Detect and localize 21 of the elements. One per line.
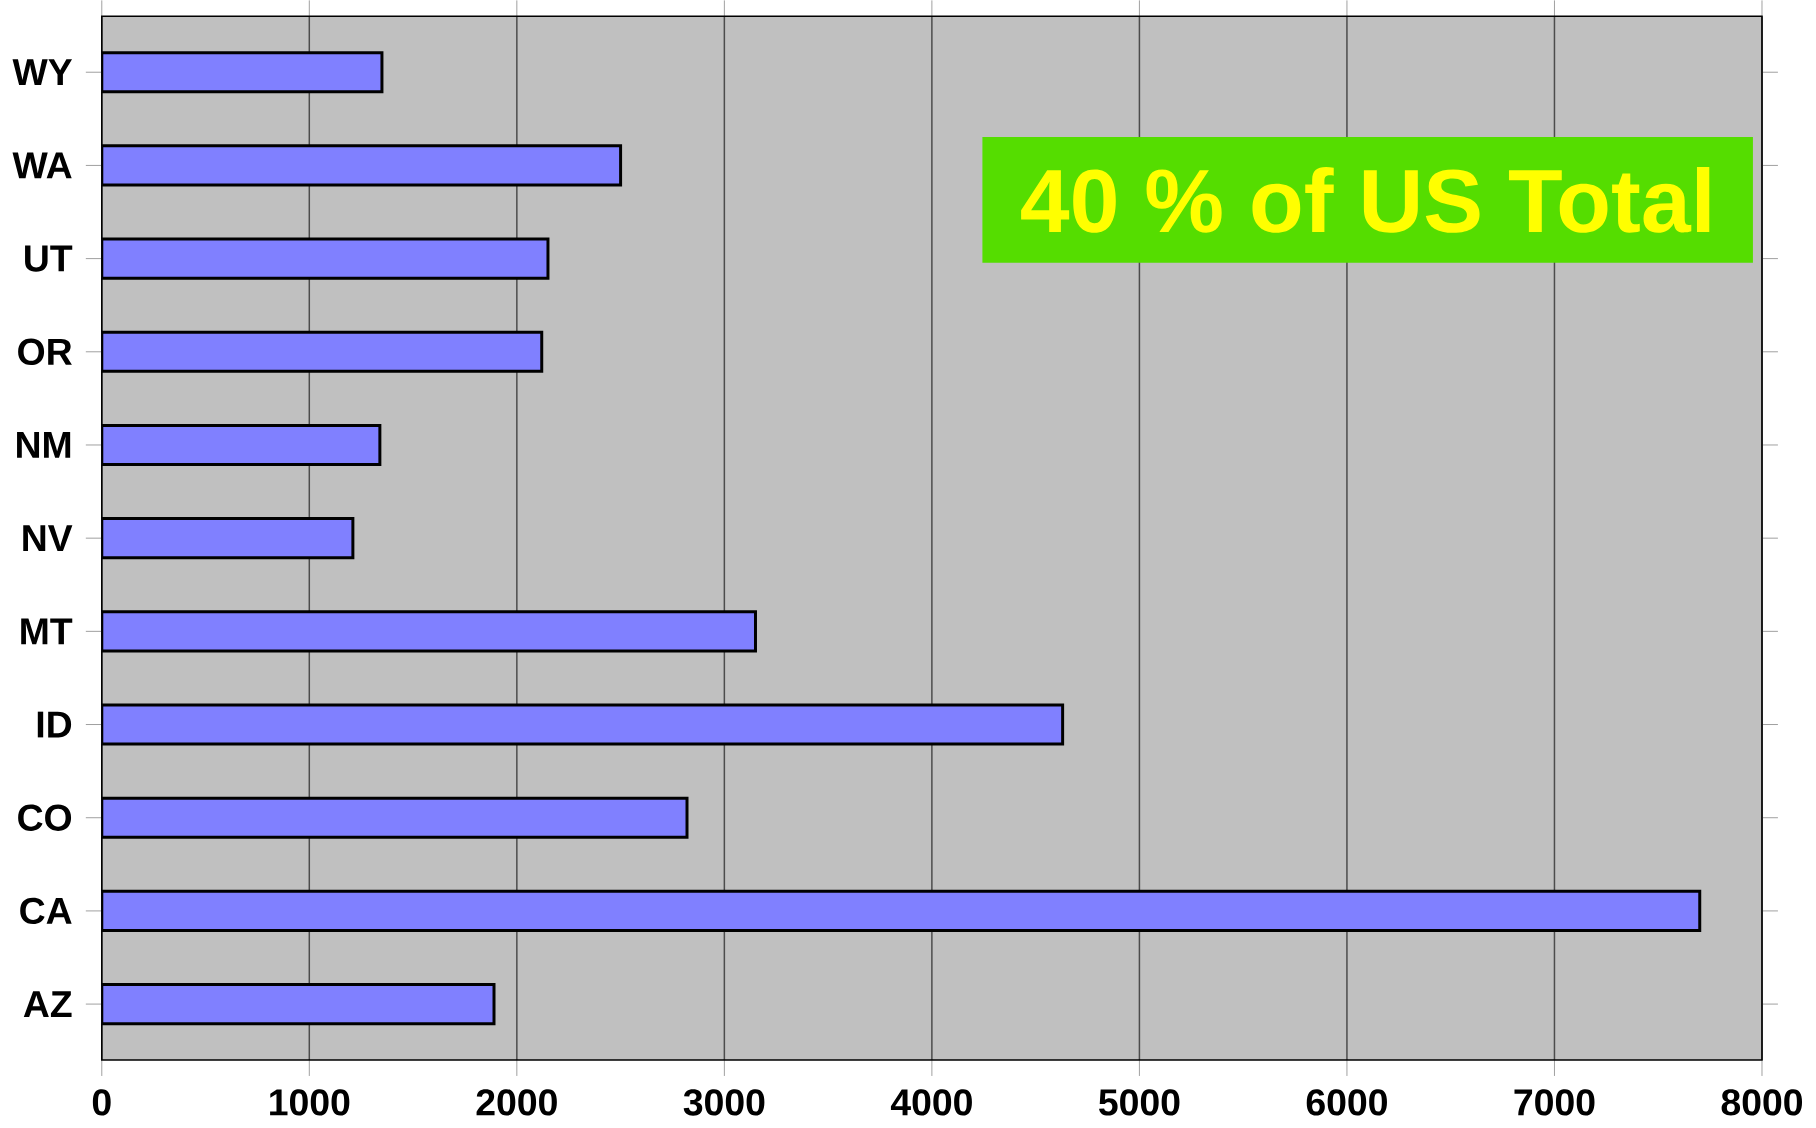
y-tick-label: OR: [18, 338, 72, 365]
y-tick-label: AZ: [23, 991, 72, 1017]
y-tick-label: NM: [17, 432, 71, 458]
y-tick-label: ID: [37, 711, 72, 738]
y-tick-label: MT: [21, 618, 73, 645]
y-tick-label: UT: [25, 245, 73, 272]
y-tick-label: NV: [23, 525, 73, 551]
y-tick-label: WY: [12, 59, 73, 86]
x-tick-label: 3000: [683, 1089, 765, 1116]
x-tick-label: 0: [92, 1089, 111, 1116]
x-tick-label: 2000: [476, 1089, 557, 1116]
y-tick-label: CA: [20, 897, 72, 925]
y-tick-label: WA: [12, 152, 72, 179]
y-tick-label: CO: [18, 804, 72, 831]
x-tick-label: 5000: [1099, 1089, 1180, 1116]
annotation: 40 % of US Total: [1021, 166, 1710, 233]
x-tick-label: 1000: [270, 1089, 350, 1116]
x-tick-label: 8000: [1721, 1089, 1803, 1116]
x-tick-label: 6000: [1306, 1089, 1387, 1116]
x-tick-label: 4000: [890, 1089, 972, 1116]
x-tick-label: 7000: [1514, 1089, 1595, 1116]
